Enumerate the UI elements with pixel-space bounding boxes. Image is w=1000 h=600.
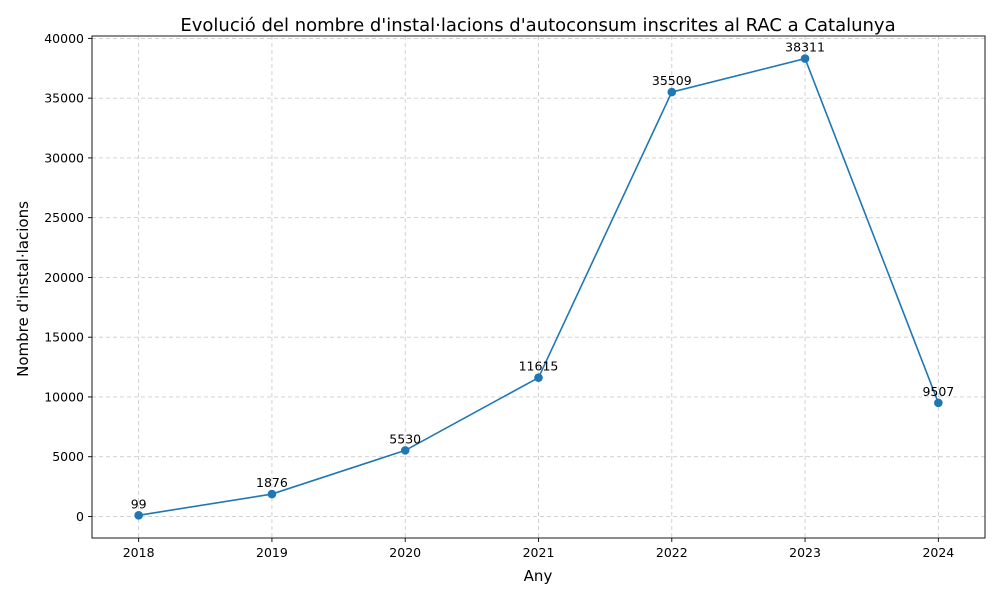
data-label: 38311 [785, 40, 825, 55]
data-point [267, 489, 277, 499]
y-axis-ticks: 0 5000 10000 15000 20000 25000 30000 35000 40000 [44, 31, 92, 524]
x-axis-label: Any [524, 567, 553, 585]
data-labels: 99 1876 5530 11615 35509 38311 9507 [131, 40, 955, 512]
y-tick-label: 10000 [44, 389, 84, 404]
grid [92, 36, 985, 538]
x-tick-label: 2018 [123, 545, 155, 560]
y-tick-label: 5000 [52, 449, 84, 464]
data-point [400, 446, 410, 455]
data-point [934, 398, 943, 408]
y-tick-label: 0 [76, 509, 84, 524]
data-point [134, 511, 143, 520]
data-label: 1876 [256, 475, 288, 490]
chart-title: Evolució del nombre d'instal·lacions d'a… [180, 15, 895, 36]
data-label: 11615 [519, 359, 559, 374]
x-tick-label: 2024 [922, 545, 954, 560]
data-label: 99 [131, 496, 147, 511]
y-tick-label: 15000 [44, 330, 84, 345]
y-tick-label: 35000 [44, 91, 84, 106]
x-tick-label: 2023 [789, 545, 821, 560]
x-axis-ticks: 2018 2019 2020 2021 2022 2023 2024 [123, 538, 954, 560]
y-tick-label: 20000 [44, 270, 84, 285]
data-point [667, 87, 677, 97]
y-tick-label: 30000 [44, 150, 84, 165]
y-axis-label: Nombre d'instal·lacions [14, 201, 32, 377]
data-label: 9507 [922, 384, 954, 399]
data-point [800, 54, 810, 63]
y-tick-label: 25000 [44, 210, 84, 225]
data-label: 35509 [652, 73, 692, 88]
series [134, 54, 943, 520]
axes [91, 35, 986, 539]
y-tick-label: 40000 [44, 31, 84, 46]
x-tick-label: 2021 [523, 545, 555, 560]
x-tick-label: 2020 [389, 545, 421, 560]
plot-frame [91, 35, 986, 539]
x-tick-label: 2022 [656, 545, 688, 560]
data-label: 5530 [389, 431, 421, 446]
x-tick-label: 2019 [256, 545, 288, 560]
data-point [534, 373, 543, 382]
